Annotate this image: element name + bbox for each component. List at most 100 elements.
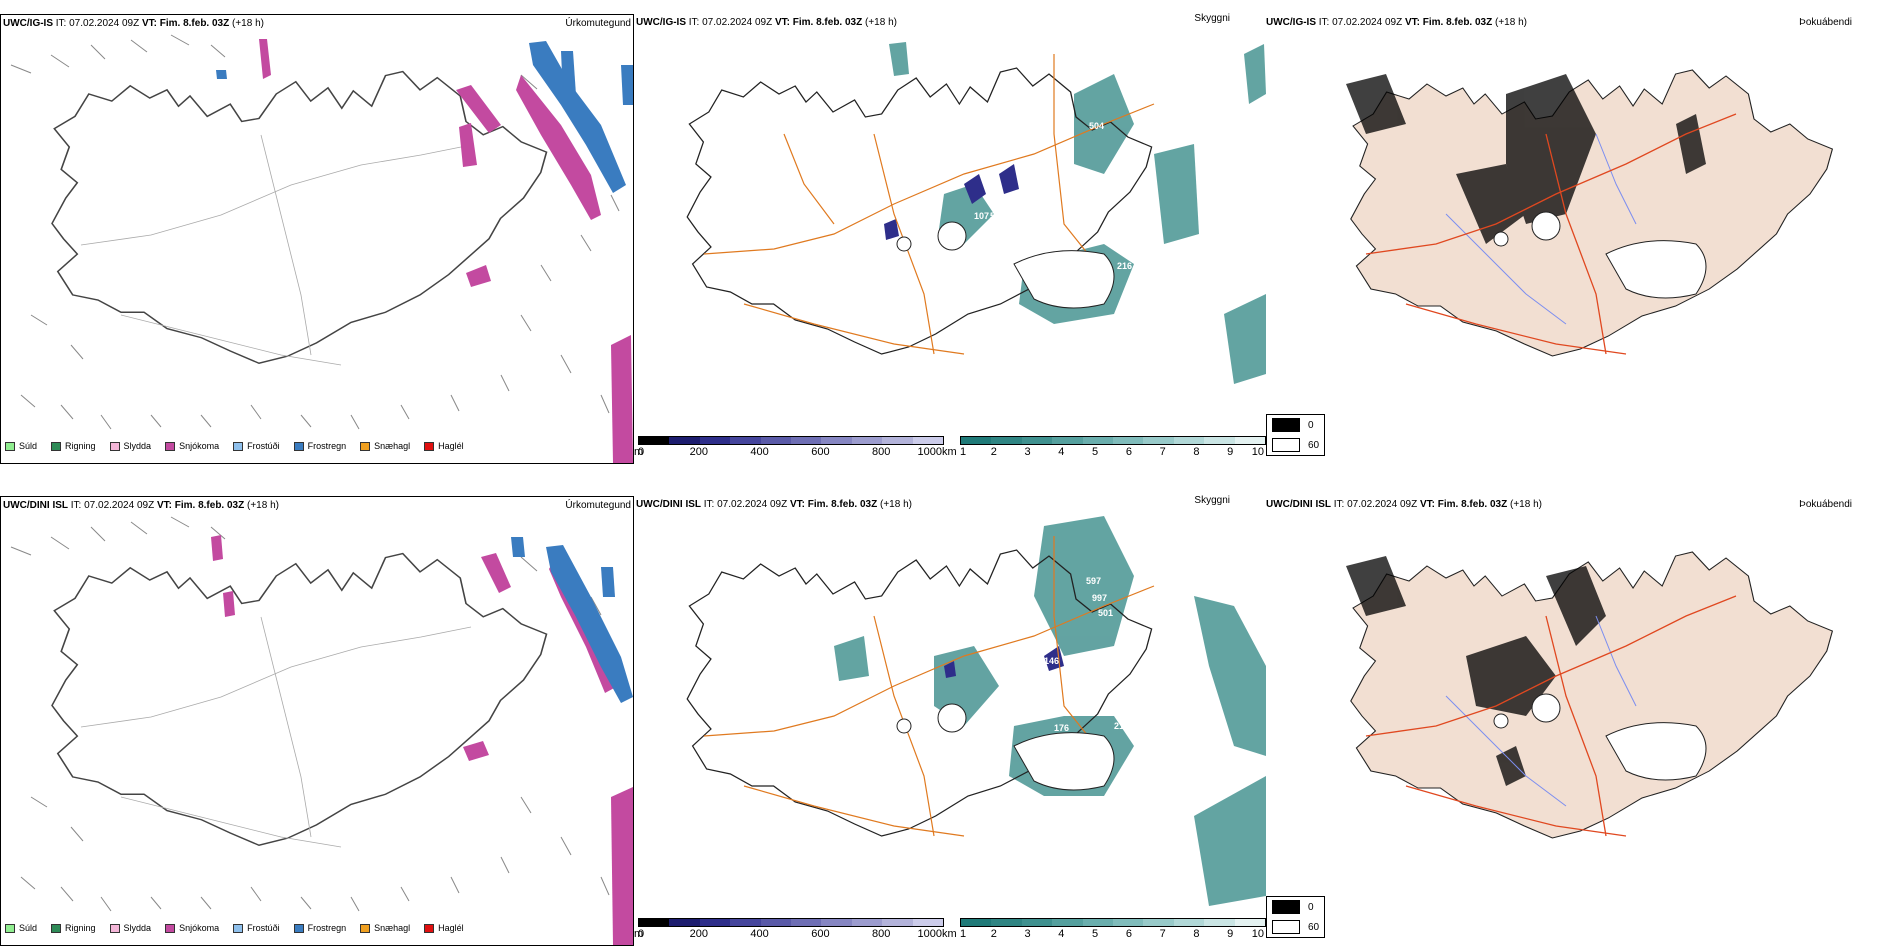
colorbar-tick: 600 [811, 928, 830, 940]
colorbar-step [882, 919, 913, 926]
visibility-areas [834, 516, 1266, 906]
fog-areas [1346, 74, 1706, 244]
vis-label: 365 [1107, 236, 1122, 246]
roads [1365, 113, 1737, 355]
colorbar-tick: 4 [1058, 446, 1065, 458]
colorbar-tick: 5 [1092, 446, 1099, 458]
roads [703, 536, 1155, 837]
fog-legend-row: 0 [1267, 415, 1324, 435]
colorbar-step [1204, 437, 1235, 444]
colorbar-step [699, 919, 731, 926]
high-ground [884, 164, 1019, 240]
legend-label: Haglél [438, 441, 464, 451]
panel-title: UWC/IG-IS IT: 07.02.2024 09Z VT: Fim. 8.… [1266, 17, 1527, 28]
visibility-colorbar [960, 918, 1266, 927]
precip-type-panel-1: UWC/IG-IS IT: 07.02.2024 09Z VT: Fim. 8.… [0, 14, 634, 464]
colorbar-step [1082, 437, 1114, 444]
vis-label: 216 [1117, 261, 1132, 271]
colorbar-step [760, 437, 792, 444]
colorbar-step [1113, 919, 1144, 926]
fog-swatch [1272, 418, 1300, 432]
colorbar-step [821, 437, 852, 444]
legend-label: Slydda [123, 441, 152, 451]
legend-item: Rigning [51, 923, 96, 933]
glaciers [896, 703, 1115, 791]
colorbar-step [1021, 919, 1053, 926]
precip-type-map-1 [10, 34, 633, 463]
colorbar-step [1234, 919, 1266, 926]
field-name: Úrkomutegund [565, 500, 631, 511]
legend-label: Rigning [65, 923, 96, 933]
visibility-unit: km [942, 928, 957, 940]
vis-label: 596 [994, 715, 1009, 725]
field-name: Skyggni [1194, 495, 1230, 506]
fog-legend-row: 0 [1267, 897, 1324, 917]
colorbar-tick: 0 [638, 928, 645, 940]
colorbar-tick: 6 [1125, 446, 1132, 458]
colorbar-step [882, 437, 913, 444]
legend-swatch [233, 923, 244, 933]
legend-item: Frostregn [293, 441, 346, 451]
fog-value: 60 [1308, 921, 1320, 933]
glaciers [1493, 693, 1707, 781]
vis-label: 107 [974, 211, 989, 221]
visibility-panel-2: 597 997 501 146 318 596 176 216 171 403 … [634, 495, 1266, 946]
visibility-areas [889, 42, 1266, 384]
colorbar-step [669, 437, 700, 444]
vis-label: 171 [1117, 700, 1132, 710]
colorbar-step [991, 919, 1022, 926]
colorbar-tick: 6 [1125, 928, 1132, 940]
visibility-map-1: 504 107 551 195 365 216 [686, 42, 1266, 384]
colorbar-step [1113, 437, 1144, 444]
legend-item: Snæhagl [360, 923, 410, 933]
colorbar-step [1234, 437, 1266, 444]
precip-legend: Súld Rigning Slydda Snjókoma Frostúði Frostre… [5, 923, 464, 933]
colorbar-step [730, 919, 761, 926]
legend-swatch [424, 923, 435, 933]
wind-barbs [10, 516, 610, 912]
fog-value: 0 [1308, 419, 1314, 431]
colorbar-tick: 2 [990, 446, 997, 458]
colorbar-tick: 400 [750, 446, 769, 458]
precip-type-map-2 [10, 516, 633, 945]
colorbar-tick: 10 [1251, 928, 1264, 940]
legend-swatch [109, 441, 120, 451]
vis-label: 176 [1054, 723, 1069, 733]
legend-item: Haglél [424, 441, 464, 451]
glaciers [1493, 211, 1707, 299]
legend-item: Frostúði [233, 923, 280, 933]
colorbar-step [912, 919, 944, 926]
colorbar-step [1204, 919, 1235, 926]
colorbar-tick: 7 [1159, 928, 1166, 940]
height-unit: m [634, 446, 644, 458]
colorbar-tick: 9 [1227, 928, 1234, 940]
colorbar-tick: 10 [1251, 446, 1264, 458]
legend-label: Frostúði [247, 441, 280, 451]
vis-label: 146 [1044, 656, 1059, 666]
colorbar-tick: 800 [872, 928, 891, 940]
legend-swatch [293, 923, 304, 933]
colorbar-tick: 7 [1159, 446, 1166, 458]
colorbar-step [1173, 919, 1205, 926]
colorbar-step [1143, 919, 1174, 926]
colorbar-step [639, 919, 670, 926]
visibility-map-2: 597 997 501 146 318 596 176 216 171 403 [686, 516, 1266, 906]
legend-label: Rigning [65, 441, 96, 451]
legend-item: Snjókoma [165, 923, 219, 933]
legend-swatch [293, 441, 304, 451]
colorbar-step [851, 919, 883, 926]
legend-swatch [165, 923, 176, 933]
colorbar-tick: 3 [1024, 928, 1031, 940]
colorbar-tick: 1 [960, 446, 967, 458]
colorbar-step [639, 437, 670, 444]
field-name: Þokuábendi [1799, 17, 1852, 28]
legend-item: Súld [5, 923, 37, 933]
colorbar-tick: 8 [1193, 446, 1200, 458]
height-colorbar [638, 436, 944, 445]
colorbar-step [1052, 919, 1083, 926]
legend-item: Frostúði [233, 441, 280, 451]
legend-label: Súld [19, 441, 38, 451]
legend-label: Snæhagl [374, 441, 411, 451]
colorbar-step [791, 919, 822, 926]
colorbar-step [760, 919, 792, 926]
